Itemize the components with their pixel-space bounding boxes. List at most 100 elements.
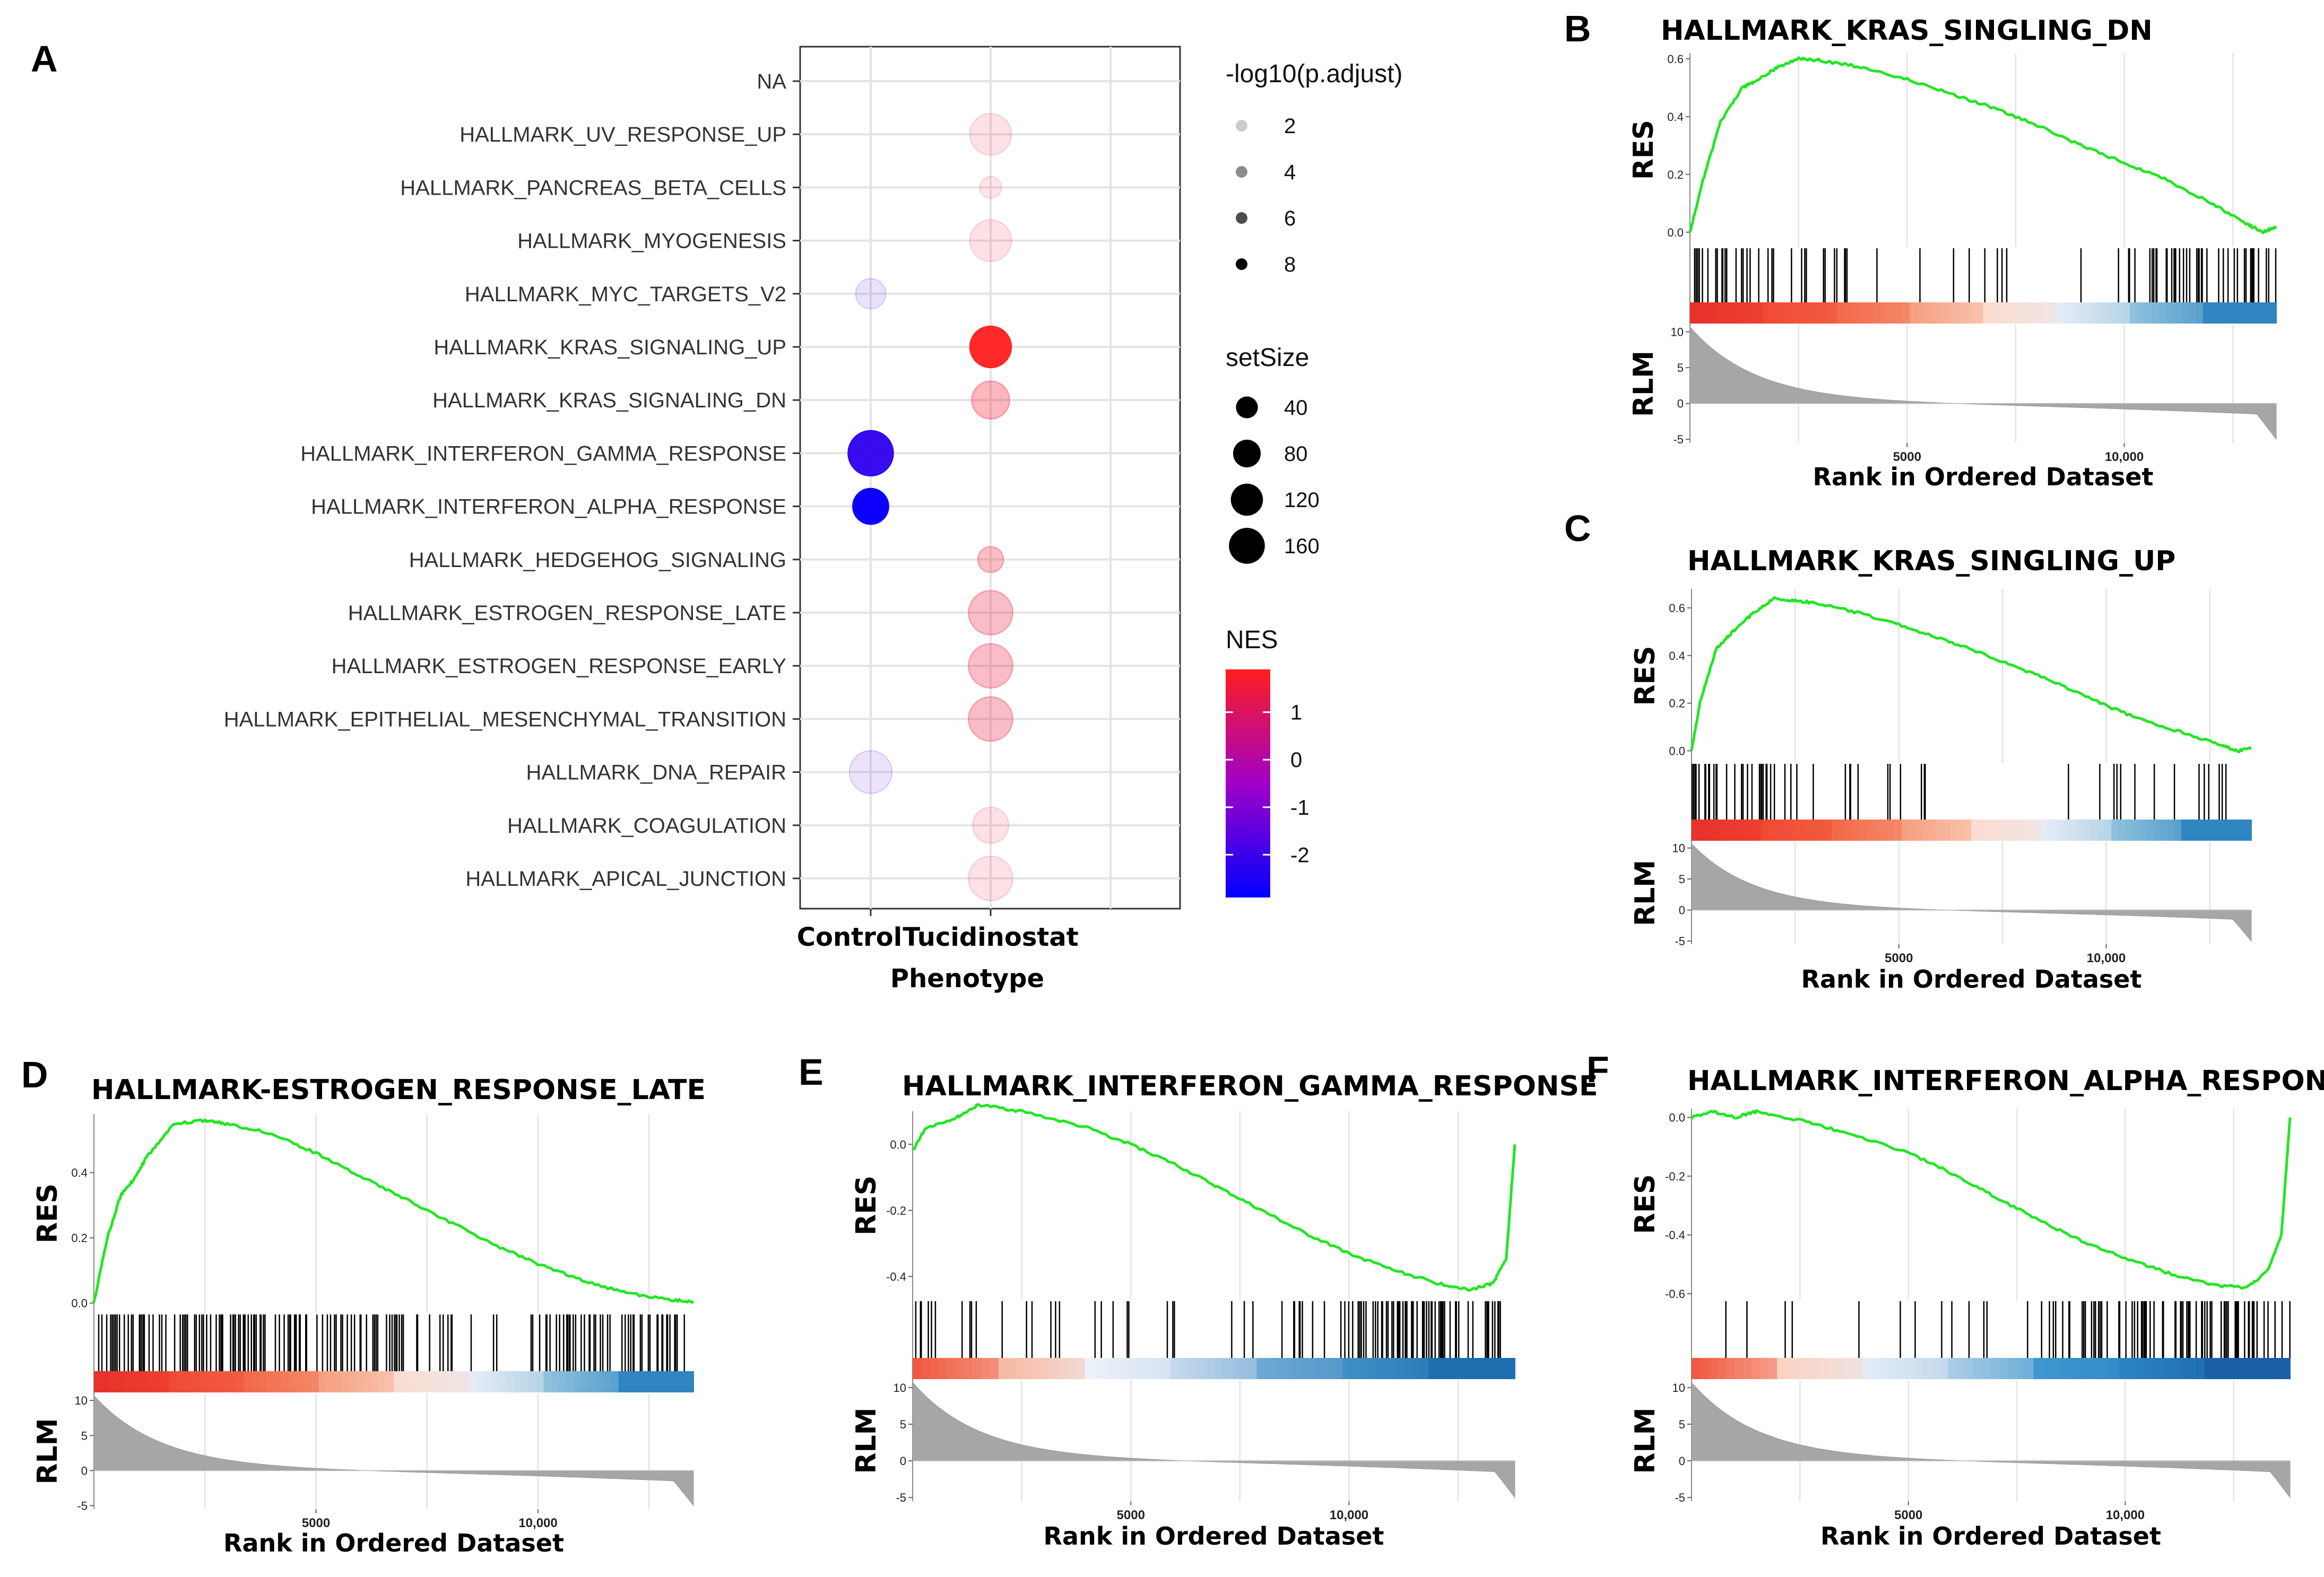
heat-segment (2166, 302, 2174, 324)
heat-segment (131, 1371, 140, 1392)
heat-segment (2136, 1358, 2146, 1379)
heat-segment (2222, 1358, 2231, 1379)
heat-segment (2115, 302, 2123, 324)
heat-segment (2055, 820, 2063, 841)
rlm-y-axis-label: RLM (32, 1418, 64, 1485)
heat-segment (506, 1371, 514, 1392)
heat-segment (964, 1358, 974, 1379)
heat-segment (2119, 1358, 2128, 1379)
legend-size-key (1236, 396, 1258, 419)
gsea-title: HALLMARK_KRAS_SINGLING_DN (1661, 15, 2153, 47)
heat-segment (2102, 1358, 2111, 1379)
heat-segment (921, 1358, 931, 1379)
heat-segment (1822, 302, 1830, 324)
res-enrichment-curve (92, 1118, 695, 1304)
heat-segment (236, 1371, 245, 1392)
heat-segment (1239, 1358, 1249, 1379)
legend-size-key (1233, 439, 1261, 468)
panel-letter-c: C (1564, 508, 1591, 549)
y-tick-label: HALLMARK_ESTROGEN_RESPONSE_EARLY (332, 655, 786, 678)
heat-segment (1836, 302, 1845, 324)
heat-segment (2027, 302, 2035, 324)
res-y-tick-label: -0.2 (1665, 1170, 1685, 1183)
y-tick-label: HALLMARK_ESTROGEN_RESPONSE_LATE (348, 602, 786, 625)
heat-segment (2196, 1358, 2205, 1379)
heat-segment (1704, 302, 1713, 324)
rlm-y-tick-label: 0 (1679, 1454, 1685, 1468)
heat-segment (1957, 820, 1965, 841)
heat-segment (1360, 1358, 1369, 1379)
heat-segment (1085, 1358, 1094, 1379)
heat-segment (2048, 820, 2056, 841)
y-tick-label: HALLMARK_HEDGEHOG_SIGNALING (409, 548, 786, 572)
gsea-title: HALLMARK_INTERFERON_ALPHA_RESPONSE (1687, 1065, 2324, 1097)
heat-segment (2111, 820, 2119, 841)
heat-segment (1915, 820, 1923, 841)
heat-segment (1777, 1358, 1787, 1379)
heat-segment (2139, 820, 2147, 841)
heat-segment (1506, 1358, 1515, 1379)
heat-segment (303, 1371, 312, 1392)
heat-segment (176, 1371, 185, 1392)
heat-segment (1480, 1358, 1490, 1379)
legend-size-label: 120 (1284, 489, 1320, 512)
heat-segment (1213, 1358, 1223, 1379)
legend-alpha-key (1236, 258, 1247, 270)
heat-segment (2239, 1358, 2248, 1379)
heat-segment (221, 1371, 230, 1392)
heat-segment (2204, 1358, 2214, 1379)
heat-segment (1325, 1358, 1335, 1379)
heat-segment (2008, 1358, 2017, 1379)
rlm-y-tick-label: 0 (900, 1454, 906, 1468)
rlm-y-tick-label: 0 (1679, 904, 1685, 917)
heat-segment (2153, 820, 2161, 841)
heat-segment (2097, 820, 2105, 841)
rank-heatmap-strip (1690, 302, 2277, 324)
heat-segment (1394, 1358, 1404, 1379)
heat-segment (1420, 1358, 1429, 1379)
heat-segment (1859, 820, 1867, 841)
heat-segment (1110, 1358, 1120, 1379)
heat-segment (2050, 1358, 2060, 1379)
heat-segment (1990, 302, 1999, 324)
rlm-y-tick-label: -5 (1675, 1491, 1685, 1504)
heat-segment (1700, 1358, 1710, 1379)
res-enrichment-curve (911, 1103, 1516, 1292)
res-y-tick-label: 0.2 (1669, 697, 1685, 710)
heat-segment (1717, 1358, 1727, 1379)
x-tick-label: 10,000 (518, 1516, 557, 1530)
rlm-ranked-metric-area (1689, 326, 2277, 440)
heat-segment (2261, 302, 2270, 324)
heat-segment (2071, 302, 2079, 324)
heat-segment (2012, 302, 2021, 324)
heat-segment (244, 1371, 252, 1392)
res-y-tick-label: 0.0 (1669, 1111, 1685, 1125)
heat-segment (1961, 302, 1969, 324)
colorbar-tick-label: -1 (1290, 796, 1310, 820)
heat-segment (1342, 1358, 1352, 1379)
heat-segment (1929, 820, 1937, 841)
heat-segment (2145, 1358, 2154, 1379)
legend-alpha-label: 4 (1284, 161, 1296, 184)
heat-segment (2013, 820, 2021, 841)
colorbar-tick-label: 0 (1290, 748, 1302, 772)
heat-segment (1747, 820, 1755, 841)
heat-segment (1734, 1358, 1744, 1379)
heat-segment (2264, 1358, 2274, 1379)
heat-segment (2093, 1358, 2103, 1379)
heat-segment (483, 1371, 492, 1392)
heat-segment (1880, 820, 1888, 841)
heat-segment (1756, 302, 1764, 324)
dot-point (969, 219, 1012, 262)
x-tick-label: 5000 (1894, 1508, 1922, 1522)
legend-size-label: 40 (1284, 396, 1308, 420)
heat-segment (2195, 820, 2203, 841)
heat-segment (2159, 302, 2167, 324)
heat-segment (1751, 1358, 1761, 1379)
heat-segment (2033, 1358, 2043, 1379)
heat-segment (1965, 1358, 1974, 1379)
heat-segment (1939, 1358, 1949, 1379)
heat-segment (1351, 1358, 1361, 1379)
heat-segment (1939, 302, 1947, 324)
panel-d-gsea-plot: HALLMARK-ESTROGEN_RESPONSE_LATE 0.4 0.2 0.0… (32, 1074, 706, 1557)
